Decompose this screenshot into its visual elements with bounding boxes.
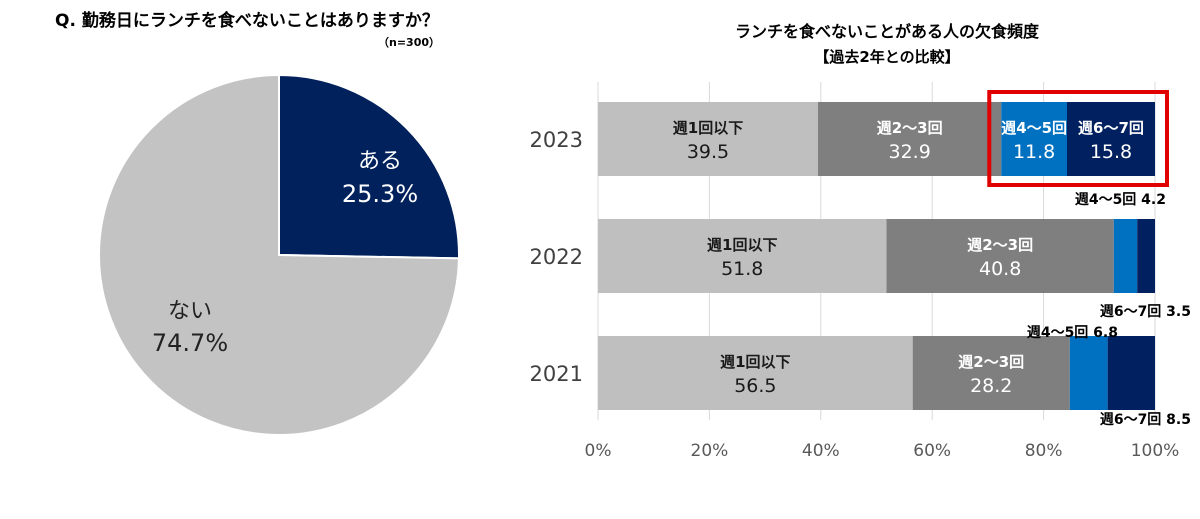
segment-value-label: 39.5 bbox=[687, 141, 729, 163]
segment-series-label: 週2～3回 bbox=[958, 353, 1024, 371]
bar-segment bbox=[1137, 219, 1155, 293]
bar-segment bbox=[598, 336, 913, 410]
bar-title: ランチを食べないことがある人の欠食頻度 bbox=[735, 22, 1040, 41]
pie-slice-percent: 74.7% bbox=[152, 329, 228, 357]
callout-label: 週4～5回 4.2 bbox=[1075, 192, 1166, 208]
callout-label: 週6～7回 8.5 bbox=[1100, 412, 1191, 428]
segment-value-label: 56.5 bbox=[734, 375, 776, 397]
bar-segment bbox=[912, 336, 1070, 410]
highlight-box bbox=[987, 90, 1170, 187]
segment-series-label: 週2～3回 bbox=[967, 236, 1033, 254]
pie-sample-note: （n=300） bbox=[378, 36, 440, 49]
segment-series-label: 週1回以下 bbox=[707, 236, 777, 254]
stacked-bar-chart: 0% 20% 40% 60% 80% 100% 2023 週1回以下 39.5 週2～3回 32.9… bbox=[530, 82, 1191, 461]
pie-slice-label: ない bbox=[168, 299, 212, 324]
bar-segment bbox=[1066, 102, 1155, 176]
callout-label: 週6～7回 3.5 bbox=[1100, 304, 1191, 320]
bar-segment bbox=[1001, 102, 1067, 176]
x-tick-label: 80% bbox=[1025, 441, 1063, 461]
segment-value-label: 15.8 bbox=[1090, 141, 1132, 163]
bar-segment bbox=[598, 219, 887, 293]
segment-series-label: 週1回以下 bbox=[673, 119, 743, 137]
y-category-label: 2022 bbox=[530, 245, 583, 269]
segment-value-label: 32.9 bbox=[888, 141, 930, 163]
segment-value-label: 40.8 bbox=[979, 258, 1021, 280]
segment-value-label: 11.8 bbox=[1013, 141, 1055, 163]
segment-series-label: 週1回以下 bbox=[720, 353, 790, 371]
segment-series-label: 週2～3回 bbox=[877, 119, 943, 137]
pie-slice-yes bbox=[278, 73, 460, 260]
segment-series-label: 週4～5回 bbox=[1001, 119, 1067, 137]
pie-title: Q. 勤務日にランチを食べないことはありますか？ bbox=[55, 10, 439, 31]
x-tick-label: 20% bbox=[691, 441, 729, 461]
bar-segment bbox=[886, 219, 1114, 293]
bar-segment bbox=[818, 102, 1002, 176]
segment-value-label: 28.2 bbox=[970, 375, 1012, 397]
x-tick-label: 100% bbox=[1131, 441, 1180, 461]
pie-slice-no bbox=[98, 73, 460, 436]
y-category-label: 2023 bbox=[530, 128, 583, 152]
pie-slice-percent: 25.3% bbox=[342, 180, 418, 208]
bar-segment bbox=[1069, 336, 1108, 410]
y-category-label: 2021 bbox=[530, 362, 583, 386]
x-tick-label: 60% bbox=[913, 441, 951, 461]
bar-segment bbox=[1107, 336, 1155, 410]
segment-series-label: 週6～7回 bbox=[1078, 119, 1144, 137]
x-tick-label: 0% bbox=[585, 441, 612, 461]
pie-slice-label: ある bbox=[358, 149, 402, 174]
segment-value-label: 51.8 bbox=[721, 258, 763, 280]
pie-chart: ある 25.3% ない 74.7% bbox=[98, 73, 460, 436]
bar-segment bbox=[598, 102, 819, 176]
bar-subtitle: 【過去2年との比較】 bbox=[814, 48, 959, 66]
x-tick-label: 40% bbox=[802, 441, 840, 461]
bar-segment bbox=[1113, 219, 1138, 293]
callout-label: 週4～5回 6.8 bbox=[1027, 325, 1118, 341]
